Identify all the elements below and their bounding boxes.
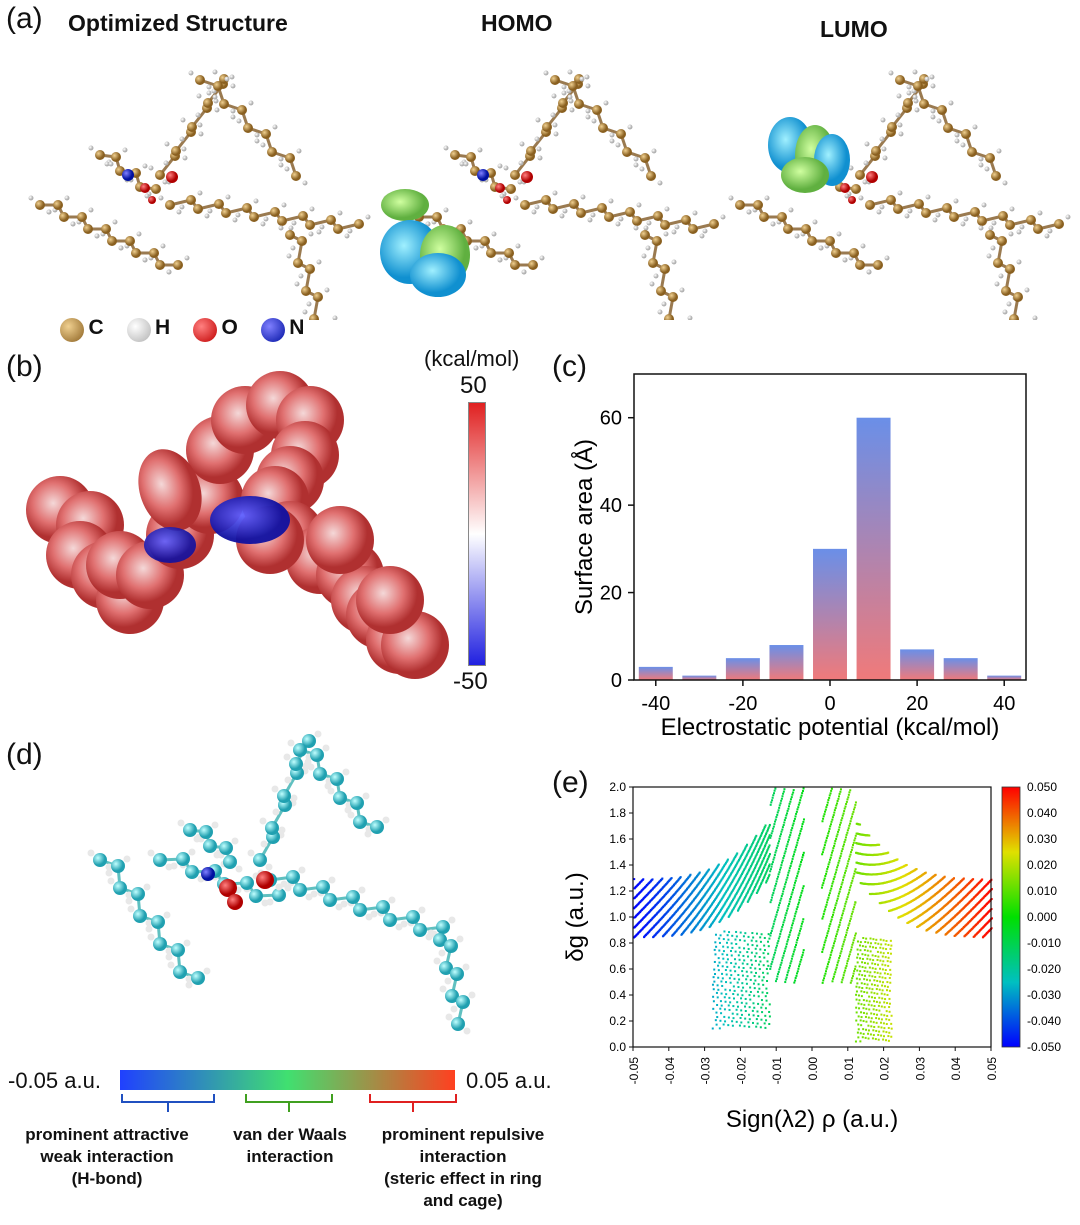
bar bbox=[943, 658, 978, 680]
bar bbox=[813, 548, 847, 680]
nci-isosurface-molecule bbox=[87, 730, 476, 1035]
bar bbox=[987, 675, 1022, 680]
x-tick-label: 0.05 bbox=[985, 1057, 999, 1081]
colorbar-tick-label: 0.010 bbox=[1027, 884, 1057, 898]
y-tick-label: 1.4 bbox=[609, 858, 626, 872]
colorbar-tick-label: -0.020 bbox=[1027, 962, 1061, 976]
optimized-structure-title: Optimized Structure bbox=[68, 10, 288, 36]
y-tick-label: 40 bbox=[600, 495, 622, 517]
repulsive-interaction-annotation: prominent repulsive interaction (steric … bbox=[381, 1125, 545, 1210]
panel-b-label: (b) bbox=[6, 350, 43, 383]
scatter-plot-frame bbox=[632, 786, 992, 1048]
panel-d-label: (d) bbox=[6, 738, 43, 771]
rdg-scatter-chart: -0.05 -0.04 -0.03 -0.02 -0.01 0.00 0.01 0.02 0.0… bbox=[562, 780, 1061, 1133]
colorbar-tick-label: 0.050 bbox=[1027, 780, 1057, 794]
x-tick-label: -0.02 bbox=[734, 1057, 748, 1085]
y-tick-label: 0 bbox=[611, 670, 622, 692]
x-tick-label: 0.04 bbox=[949, 1057, 963, 1081]
homo-title: HOMO bbox=[481, 10, 553, 36]
oxygen-ball-icon bbox=[193, 317, 218, 342]
y-tick-label: 0.4 bbox=[609, 988, 626, 1002]
atom-legend: C H O N bbox=[60, 316, 304, 342]
y-tick-label: 1.2 bbox=[609, 884, 626, 898]
bar bbox=[638, 666, 673, 680]
y-tick-label: 60 bbox=[600, 408, 622, 430]
bar bbox=[769, 645, 804, 680]
esp-surface-image bbox=[26, 371, 449, 679]
bar bbox=[900, 649, 935, 680]
esp-surface-area-bar-chart: -40 -20 0 20 40 0 20 40 60 Electrostatic potenti… bbox=[570, 373, 1027, 741]
oxygen-label: O bbox=[221, 316, 238, 339]
bar bbox=[682, 675, 717, 680]
carbon-ball-icon bbox=[60, 317, 84, 342]
lumo-orbital-lobes bbox=[768, 117, 850, 193]
colorbar-tick-label: 0.040 bbox=[1027, 806, 1057, 820]
x-tick-label: 20 bbox=[906, 693, 928, 715]
nitrogen-label: N bbox=[289, 316, 305, 339]
y-tick-label: 1.8 bbox=[609, 806, 626, 820]
x-tick-label: -0.04 bbox=[663, 1057, 677, 1085]
esp-colorbar-unit: (kcal/mol) bbox=[424, 346, 520, 371]
y-axis-label: Surface area (Å) bbox=[570, 439, 598, 615]
x-axis-label: Sign(λ2) ρ (a.u.) bbox=[726, 1106, 898, 1133]
x-tick-label: -0.01 bbox=[770, 1057, 784, 1085]
colorbar-tick-label: 0.030 bbox=[1027, 832, 1057, 846]
x-tick-label: 0.00 bbox=[806, 1057, 820, 1081]
vdw-interaction-annotation: van der Waals interaction bbox=[233, 1125, 347, 1166]
nitrogen-ball-icon bbox=[260, 317, 285, 342]
nci-colorbar-min: -0.05 a.u. bbox=[8, 1068, 101, 1093]
esp-colorbar bbox=[468, 402, 486, 666]
colorbar-tick-label: 0.000 bbox=[1027, 910, 1057, 924]
nci-region-brackets bbox=[121, 1094, 457, 1112]
x-tick-label: -0.05 bbox=[627, 1057, 641, 1085]
nci-colorbar bbox=[120, 1070, 455, 1090]
bar bbox=[856, 417, 891, 680]
colorbar-tick-label: -0.050 bbox=[1027, 1040, 1061, 1054]
bar bbox=[725, 658, 760, 680]
y-tick-label: 1.0 bbox=[609, 910, 626, 924]
x-tick-label: 0.01 bbox=[842, 1057, 856, 1081]
hydrogen-ball-icon bbox=[126, 317, 151, 342]
molecule-structures bbox=[28, 69, 1071, 320]
y-tick-label: 0.2 bbox=[609, 1014, 626, 1028]
attractive-interaction-annotation: prominent attractive weak interaction (H… bbox=[25, 1125, 189, 1188]
y-tick-label: 20 bbox=[600, 583, 622, 605]
y-tick-label: 0.6 bbox=[609, 962, 626, 976]
homo-molecule bbox=[383, 69, 726, 320]
nci-colorbar-max: 0.05 a.u. bbox=[466, 1068, 552, 1093]
rdg-colorbar bbox=[1001, 786, 1021, 1048]
hydrogen-label: H bbox=[154, 316, 171, 339]
x-tick-label: 0.02 bbox=[878, 1057, 892, 1081]
y-tick-label: 2.0 bbox=[609, 780, 626, 794]
colorbar-tick-label: -0.010 bbox=[1027, 936, 1061, 950]
x-tick-label: -40 bbox=[641, 693, 670, 715]
colorbar-tick-label: -0.040 bbox=[1027, 1014, 1061, 1028]
y-tick-label: 0.8 bbox=[609, 936, 626, 950]
lumo-molecule bbox=[728, 69, 1071, 320]
panel-e-label: (e) bbox=[552, 766, 589, 799]
esp-colorbar-max: 50 bbox=[460, 372, 487, 399]
panel-c-label: (c) bbox=[552, 350, 587, 383]
y-tick-label: 1.6 bbox=[609, 832, 626, 846]
y-tick-label: 0.0 bbox=[609, 1040, 626, 1054]
x-tick-label: -0.03 bbox=[699, 1057, 713, 1085]
x-tick-label: 40 bbox=[993, 693, 1015, 715]
homo-orbital-lobes bbox=[380, 189, 470, 297]
colorbar-tick-label: -0.030 bbox=[1027, 988, 1061, 1002]
x-tick-label: -20 bbox=[728, 693, 757, 715]
carbon-label: C bbox=[88, 316, 104, 339]
colorbar-tick-label: 0.020 bbox=[1027, 858, 1057, 872]
x-axis-label: Electrostatic potential (kcal/mol) bbox=[661, 714, 1000, 741]
y-axis-label: δg (a.u.) bbox=[562, 872, 589, 961]
lumo-title: LUMO bbox=[820, 16, 888, 42]
optimized-structure-molecule bbox=[28, 69, 371, 320]
x-tick-label: 0.03 bbox=[913, 1057, 927, 1081]
panel-a-label: (a) bbox=[6, 2, 43, 35]
x-tick-label: 0 bbox=[824, 693, 835, 715]
esp-colorbar-min: -50 bbox=[453, 668, 488, 695]
